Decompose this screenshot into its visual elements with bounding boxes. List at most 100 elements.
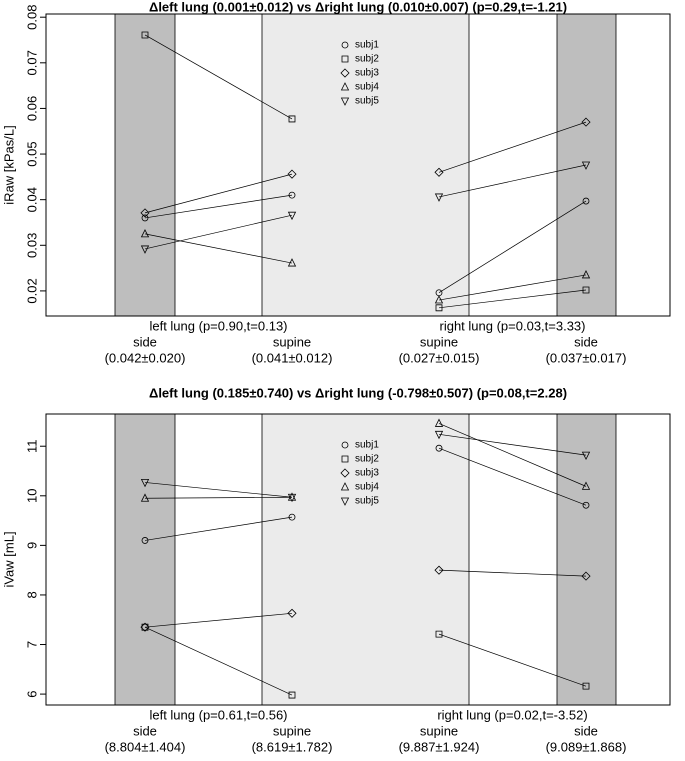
- pair-line: [438, 423, 587, 487]
- pair-line: [144, 214, 293, 250]
- marker: [581, 481, 591, 490]
- marker: [288, 191, 296, 199]
- y-tick-label: 0.05: [24, 141, 39, 166]
- marker: [582, 682, 590, 690]
- marker: [582, 286, 590, 294]
- category-stat: (9.887±1.924): [399, 739, 480, 754]
- y-tick-label: 9: [24, 542, 39, 549]
- legend-label: subj5: [355, 96, 379, 107]
- legend-label: subj1: [355, 40, 379, 51]
- legend-label: subj4: [355, 82, 379, 93]
- y-tick-label: 8: [24, 591, 39, 598]
- x-tick-label: side: [574, 723, 598, 738]
- marker: [434, 167, 444, 177]
- y-tick-label: 10: [24, 489, 39, 503]
- category-stat: (0.041±0.012): [252, 350, 333, 365]
- group-label: left lung (p=0.90,t=0.13): [149, 318, 287, 333]
- pair-line: [144, 233, 293, 264]
- marker: [341, 55, 349, 63]
- y-axis-label: iVaw [mL]: [1, 531, 16, 587]
- x-tick-label: supine: [273, 334, 311, 349]
- band: [556, 413, 617, 706]
- marker: [582, 197, 590, 205]
- marker: [140, 245, 150, 254]
- marker: [581, 161, 591, 170]
- pair-line: [438, 121, 587, 173]
- marker: [340, 468, 350, 478]
- y-tick-label: 0.08: [24, 5, 39, 30]
- category-stat: (8.804±1.404): [105, 739, 186, 754]
- marker: [435, 444, 443, 452]
- marker: [341, 455, 349, 463]
- marker: [288, 115, 296, 123]
- marker: [287, 493, 297, 503]
- y-tick-label: 0.06: [24, 96, 39, 121]
- band: [261, 13, 470, 317]
- marker: [288, 513, 296, 521]
- y-axis-label: iRaw [kPas/L]: [1, 125, 16, 204]
- pair-line: [438, 433, 587, 456]
- marker: [582, 501, 590, 509]
- pair-line: [438, 569, 587, 577]
- marker: [140, 208, 150, 218]
- y-tick-label: 0.07: [24, 50, 39, 75]
- marker: [340, 482, 350, 491]
- x-tick-label: side: [574, 334, 598, 349]
- y-tick-label: 0.02: [24, 278, 39, 303]
- legend-label: subj3: [355, 68, 379, 79]
- marker: [434, 418, 444, 427]
- y-tick-label: 6: [24, 690, 39, 697]
- chart-title: Δleft lung (0.001±0.012) vs Δright lung …: [149, 0, 567, 14]
- group-label: right lung (p=0.02,t=-3.52): [437, 707, 587, 722]
- pair-line: [438, 289, 587, 309]
- x-tick-label: supine: [420, 723, 458, 738]
- pair-line: [144, 626, 293, 696]
- legend-label: subj4: [355, 482, 379, 493]
- marker: [287, 169, 297, 179]
- marker: [287, 258, 297, 267]
- marker: [435, 630, 443, 638]
- marker: [581, 117, 591, 127]
- chart-title: Δleft lung (0.185±0.740) vs Δright lung …: [149, 385, 567, 400]
- category-stat: (0.037±0.017): [546, 350, 627, 365]
- marker: [287, 211, 297, 221]
- marker: [340, 82, 350, 91]
- pair-line: [144, 482, 293, 498]
- marker: [141, 537, 149, 544]
- marker: [434, 193, 444, 202]
- category-stat: (0.027±0.015): [399, 350, 480, 365]
- marker: [341, 441, 349, 449]
- marker: [434, 430, 444, 440]
- y-tick-label: 7: [24, 641, 39, 648]
- y-tick-label: 0.04: [24, 187, 39, 212]
- marker: [340, 97, 350, 106]
- legend-label: subj3: [355, 468, 379, 479]
- pair-line: [144, 173, 293, 214]
- y-tick-label: 0.03: [24, 233, 39, 258]
- x-tick-label: side: [133, 723, 157, 738]
- pair-line: [144, 34, 293, 120]
- pair-line: [144, 516, 293, 541]
- marker: [287, 608, 297, 618]
- band: [114, 413, 176, 706]
- marker: [141, 214, 149, 222]
- pair-line: [438, 633, 587, 687]
- marker: [340, 497, 350, 506]
- pair-line: [144, 496, 293, 499]
- marker: [341, 41, 349, 49]
- pair-line: [144, 612, 293, 628]
- y-tick-label: 11: [24, 439, 39, 453]
- legend-label: subj2: [355, 454, 379, 465]
- legend-label: subj5: [355, 496, 379, 507]
- category-stat: (8.619±1.782): [252, 739, 333, 754]
- marker: [435, 304, 443, 312]
- pair-line: [438, 447, 587, 506]
- legend-label: subj1: [355, 440, 379, 451]
- marker: [140, 479, 150, 488]
- marker: [434, 295, 444, 304]
- pair-line: [438, 274, 587, 301]
- marker: [581, 571, 591, 581]
- marker: [581, 270, 591, 279]
- legend-label: subj2: [355, 54, 379, 65]
